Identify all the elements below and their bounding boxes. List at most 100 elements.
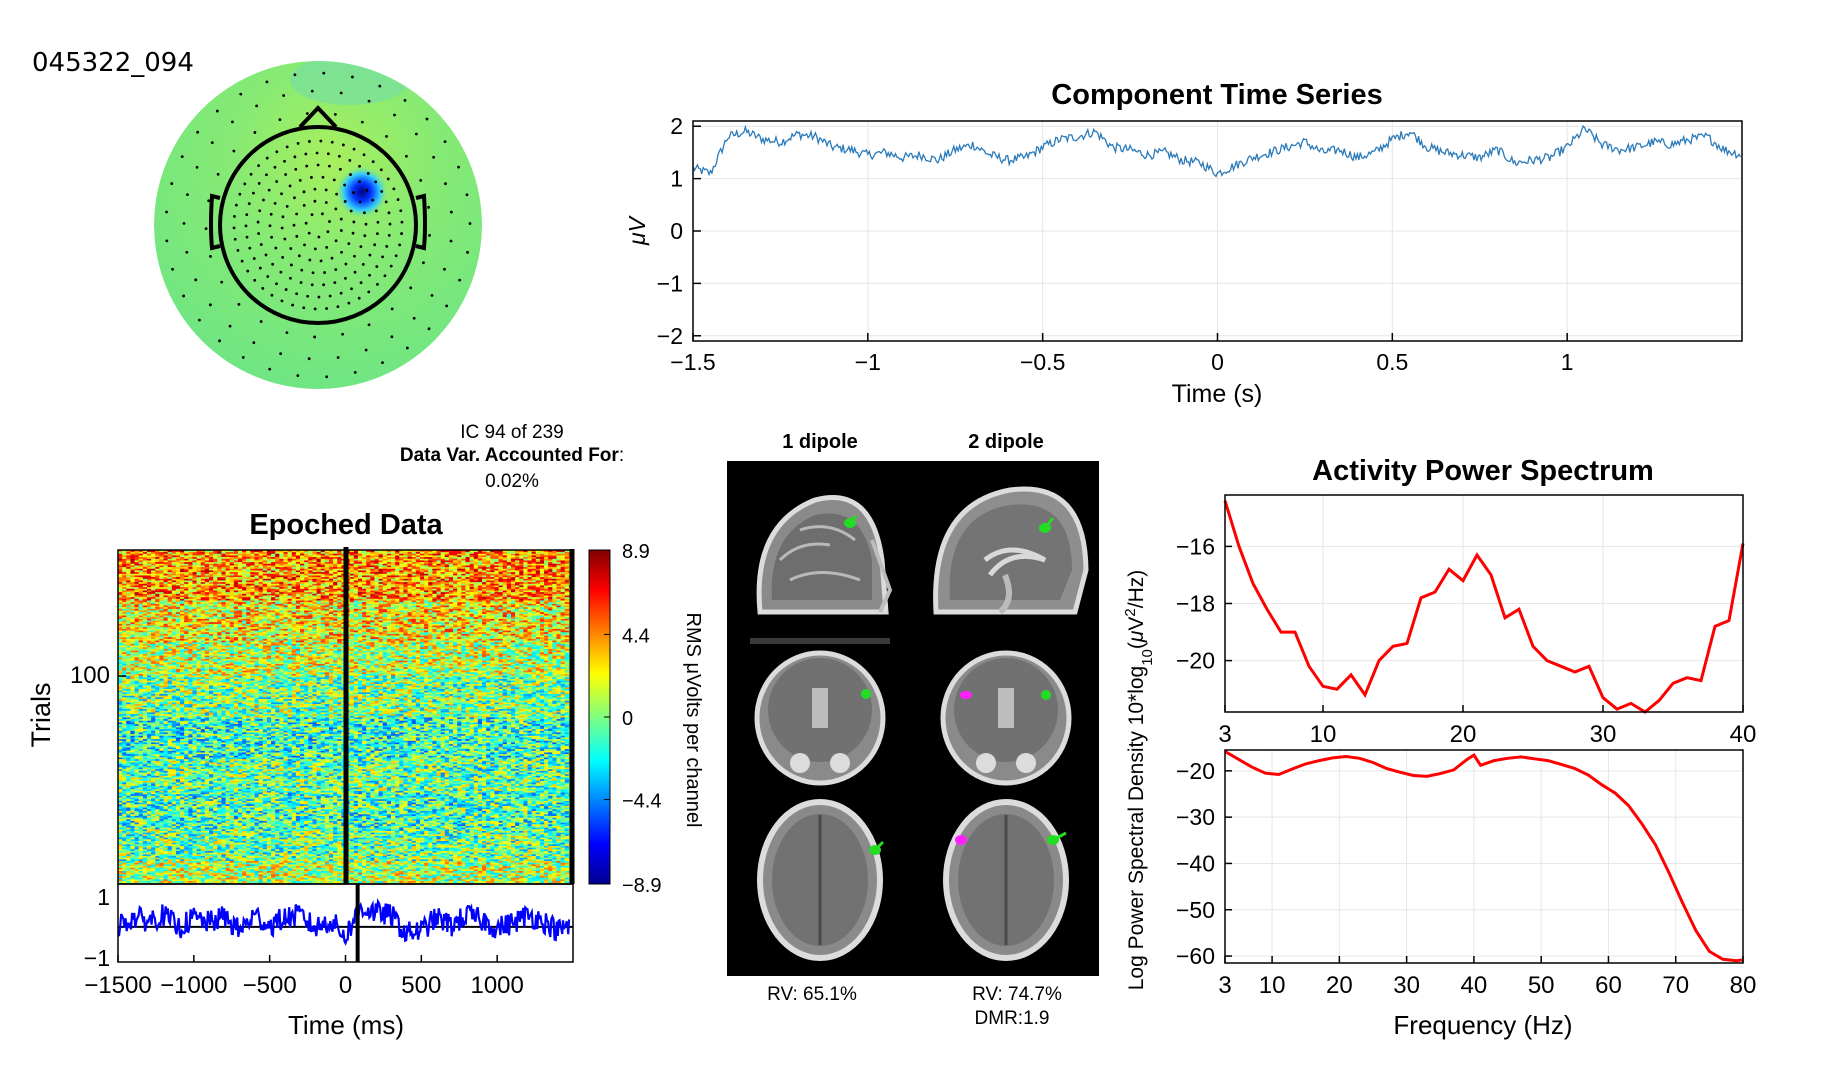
heatmap-cell [407, 870, 413, 873]
heatmap-cell [399, 828, 404, 831]
heatmap-cell [180, 857, 185, 860]
heatmap-cell [229, 873, 235, 877]
heatmap-cell [192, 870, 197, 873]
heatmap-cell [134, 857, 140, 860]
heatmap-cell [233, 840, 239, 843]
heatmap-cell [457, 850, 462, 853]
heatmap-cell [482, 838, 487, 841]
heatmap-cell [333, 880, 338, 883]
heatmap-cell [436, 842, 442, 845]
heatmap-cell [312, 860, 317, 863]
electrode-dot [328, 220, 331, 223]
heatmap-cell [254, 843, 260, 846]
heatmap-cell [300, 843, 305, 846]
heatmap-cell [134, 833, 140, 836]
heatmap-cell [250, 823, 255, 826]
heatmap-cell [138, 867, 144, 870]
heatmap-cell [225, 863, 231, 867]
heatmap-cell [254, 848, 260, 851]
heatmap-cell [498, 852, 504, 855]
heatmap-cell [432, 860, 437, 863]
heatmap-cell [498, 827, 504, 830]
heatmap-cell [428, 873, 433, 877]
heatmap-cell [283, 873, 288, 877]
heatmap-cell [320, 878, 326, 882]
electrode-dot [349, 209, 353, 213]
heatmap-cell [539, 877, 545, 880]
heatmap-cell [486, 823, 491, 826]
heatmap-cell [357, 880, 363, 883]
heatmap-cell [258, 833, 264, 836]
heatmap-cell [490, 867, 495, 870]
heatmap-cell [167, 868, 173, 872]
heatmap-cell [490, 823, 495, 826]
heatmap-cell [498, 877, 504, 880]
heatmap-cell [415, 838, 421, 841]
heatmap-cell [407, 823, 413, 826]
heatmap-cell [229, 825, 235, 828]
heatmap-cell [271, 840, 276, 843]
heatmap-cell [539, 875, 545, 878]
heatmap-cell [300, 878, 305, 882]
heatmap-cell [486, 862, 491, 865]
heatmap-cell [134, 832, 140, 835]
heatmap-cell [357, 845, 363, 848]
heatmap-cell [436, 872, 442, 875]
heatmap-cell [523, 828, 528, 831]
heatmap-cell [180, 823, 185, 826]
heatmap-cell [349, 825, 355, 828]
heatmap-cell [519, 870, 524, 873]
heatmap-cell [184, 863, 189, 867]
heatmap-cell [564, 823, 570, 826]
heatmap-cell [357, 872, 363, 875]
electrode-dot [375, 232, 379, 236]
heatmap-cell [312, 837, 317, 840]
heatmap-cell [415, 842, 421, 845]
heatmap-cell [275, 862, 280, 865]
heatmap-cell [142, 872, 148, 875]
electrode-dot [246, 269, 250, 273]
heatmap-cell [159, 832, 164, 835]
electrode-dot [388, 222, 392, 226]
heatmap-cell [440, 863, 446, 867]
heatmap-cell [254, 852, 260, 855]
heatmap-cell [324, 862, 330, 865]
heatmap-cell [279, 868, 284, 872]
heatmap-cell [374, 865, 379, 868]
heatmap-cell [440, 820, 446, 823]
heatmap-cell [494, 842, 499, 845]
heatmap-cell [523, 838, 528, 841]
heatmap-cell [523, 852, 528, 855]
heatmap-cell [254, 835, 260, 838]
heatmap-cell [184, 840, 189, 843]
heatmap-cell [333, 873, 338, 877]
heatmap-cell [324, 873, 330, 877]
heatmap-cell [527, 868, 533, 872]
heatmap-cell [349, 837, 355, 840]
heatmap-cell [155, 863, 160, 867]
electrode-dot [347, 301, 351, 305]
heatmap-cell [254, 823, 260, 826]
heatmap-cell [407, 820, 413, 823]
heatmap-cell [395, 842, 400, 845]
heatmap-cell [494, 863, 499, 867]
heatmap-cell [188, 843, 193, 846]
heatmap-cell [209, 878, 214, 882]
heatmap-cell [448, 837, 454, 840]
heatmap-cell [386, 865, 392, 868]
heatmap-cell [155, 852, 160, 855]
heatmap-cell [457, 820, 462, 823]
heatmap-cell [246, 865, 251, 868]
heatmap-cell [552, 857, 557, 860]
heatmap-cell [134, 880, 140, 883]
heatmap-cell [316, 860, 322, 863]
heatmap-cell [300, 845, 305, 848]
heatmap-cell [436, 825, 442, 828]
heatmap-cell [539, 852, 545, 855]
heatmap-cell [167, 872, 173, 875]
heatmap-cell [316, 822, 322, 825]
heatmap-cell [275, 867, 280, 870]
heatmap-cell [188, 825, 193, 828]
heatmap-cell [204, 848, 210, 851]
heatmap-cell [407, 862, 413, 865]
